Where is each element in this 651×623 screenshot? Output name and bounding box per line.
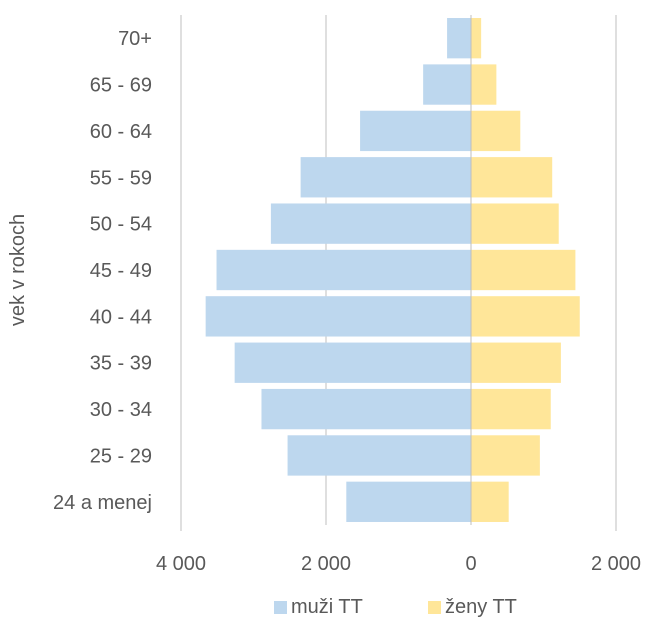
bar-male [270,203,471,244]
bar-female [471,110,521,152]
category-label: 40 - 44 [90,306,152,328]
bar-male [287,435,471,476]
category-label: 35 - 39 [90,353,152,375]
category-label: 60 - 64 [90,121,152,143]
zero-axis [180,15,617,531]
bar-female [471,435,540,476]
bar-female [471,342,561,383]
legend-swatch [274,601,287,614]
bar-male [234,342,471,383]
category-label: 45 - 49 [90,260,152,282]
x-tick-label: 2 000 [301,553,351,575]
y-axis-label: vek v rokoch [7,214,29,326]
legend-label: muži TT [291,596,363,618]
category-label: 55 - 59 [90,167,152,189]
category-label: 70+ [118,28,152,50]
bar-male [360,110,471,152]
bar-female [471,64,497,105]
category-label: 25 - 29 [90,445,152,467]
bar-male [261,388,471,430]
bar-male [423,64,471,105]
bar-male [346,481,471,522]
bar-female [471,388,551,430]
legend: muži TT ženy TT [274,596,517,618]
bar-female [471,18,482,59]
bar-male [205,296,471,337]
category-label: 24 a menej [53,492,152,514]
x-tick-label: 2 000 [591,553,641,575]
bar-female [471,481,509,522]
category-labels: 24 a menej 25 - 29 30 - 34 35 - 39 40 - 44 45… [53,28,152,514]
bar-male [447,18,471,59]
x-tick-labels: 4 000 2 000 0 2 000 [156,553,641,575]
bar-female [471,157,553,198]
bar-male [216,249,471,291]
bar-male [300,157,471,198]
x-tick-label: 4 000 [156,553,206,575]
legend-swatch [428,601,441,614]
bars [205,18,580,522]
legend-label: ženy TT [445,596,517,618]
category-label: 30 - 34 [90,399,152,421]
x-tick-label: 0 [465,553,476,575]
bar-female [471,296,580,337]
bar-female [471,249,576,291]
category-label: 65 - 69 [90,75,152,97]
category-label: 50 - 54 [90,214,152,236]
bar-female [471,203,559,244]
